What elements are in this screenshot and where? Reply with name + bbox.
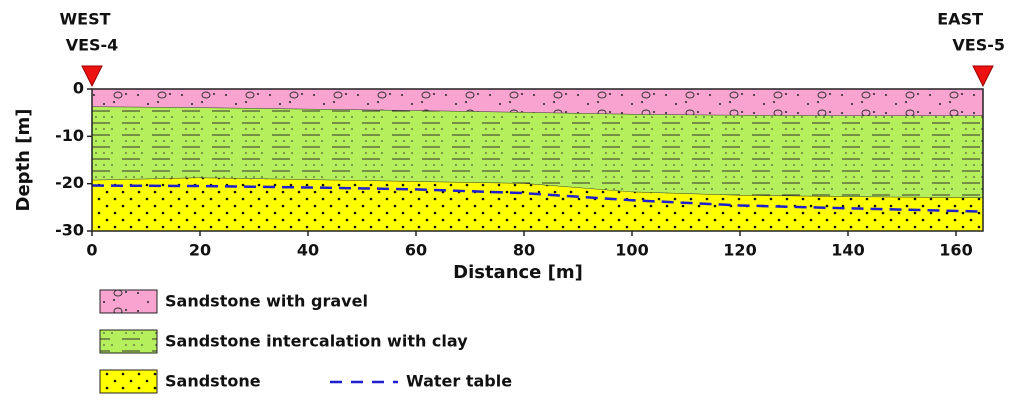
- ves5-marker: [972, 65, 994, 88]
- west-label: WEST: [59, 10, 110, 29]
- x-tick-label: 0: [86, 241, 97, 260]
- legend-swatch-pattern: [99, 369, 158, 394]
- ves4-label: VES-4: [66, 36, 119, 55]
- legend-swatch-pattern: [99, 329, 158, 354]
- legend-label: Sandstone intercalation with clay: [165, 332, 468, 351]
- layer-pattern: [92, 177, 983, 231]
- y-tick-label: -20: [55, 173, 84, 192]
- water-table: [91, 184, 984, 213]
- plot-frame: [91, 88, 984, 232]
- x-tick-label: 100: [615, 241, 648, 260]
- legend-swatch-pattern: [99, 289, 158, 314]
- y-tick-label: -30: [55, 221, 84, 240]
- x-tick-label: 60: [405, 241, 427, 260]
- x-axis-title: Distance [m]: [453, 262, 583, 283]
- x-tick-label: 160: [939, 241, 972, 260]
- x-tick-label: 120: [723, 241, 756, 260]
- y-tick-label: -10: [55, 126, 84, 145]
- x-tick-label: 80: [513, 241, 535, 260]
- ves5-label: VES-5: [952, 36, 1005, 55]
- east-label: EAST: [937, 10, 983, 29]
- ves4-marker: [81, 65, 103, 88]
- legend-label: Water table: [406, 372, 512, 391]
- x-tick-label: 140: [831, 241, 864, 260]
- y-axis-title: Depth [m]: [13, 109, 34, 212]
- y-tick-label: 0: [73, 79, 84, 98]
- x-tick-label: 40: [297, 241, 319, 260]
- layer-pattern: [92, 106, 983, 198]
- x-tick-label: 20: [189, 241, 211, 260]
- legend-label: Sandstone with gravel: [165, 292, 368, 311]
- legend-label: Sandstone: [165, 372, 261, 391]
